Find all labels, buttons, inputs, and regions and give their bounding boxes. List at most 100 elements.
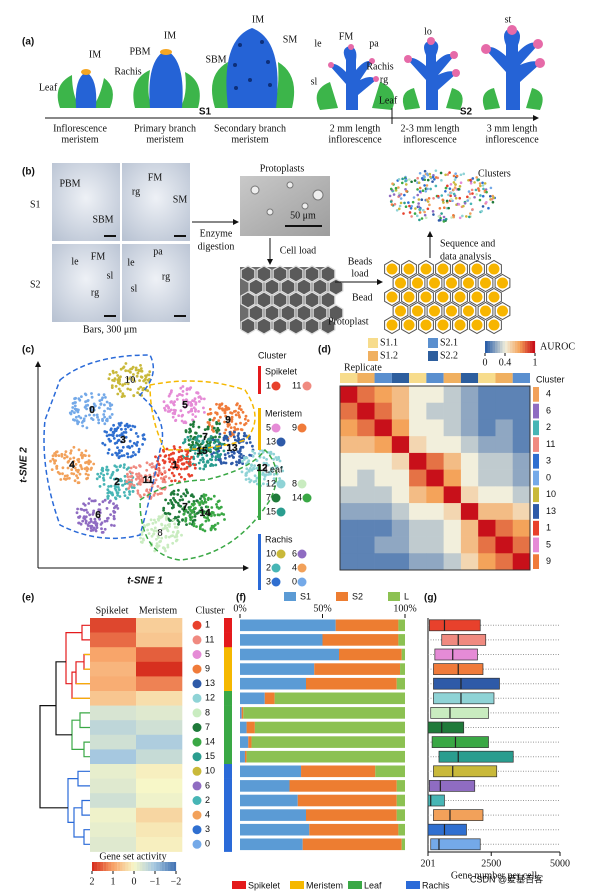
heat-cell [409,436,427,454]
colorbar [111,862,115,871]
cell [261,450,265,454]
heat-cell [136,647,183,663]
cell [88,513,91,517]
cell [177,522,180,526]
microwell [288,317,304,335]
cell [118,378,121,381]
cell [247,477,251,481]
cluster-dot [192,693,202,703]
label: Protoplasts [260,163,305,174]
cell [68,476,71,480]
label: −1 [150,876,161,887]
cell [72,460,76,463]
cell [168,392,172,396]
blob-point [394,189,398,192]
cell [57,454,61,457]
cell [113,442,117,445]
blob-point [417,198,421,201]
cell [235,460,238,464]
label: 12 [205,693,215,703]
cell [223,431,227,435]
cell [189,463,192,467]
bar-segment [246,750,405,763]
label: −2 [171,876,182,887]
cell [68,457,72,461]
cell [150,462,154,465]
cell [59,478,63,481]
cell [54,459,57,462]
cell [188,457,192,461]
cluster-dot [192,664,202,674]
cell [211,418,215,422]
blob-point [415,214,419,218]
label: S2 [30,279,41,290]
heat-cell [90,749,137,765]
blob-point [434,176,438,179]
cell [77,448,81,452]
heat-cell [391,536,410,554]
heat-cell [90,661,137,677]
heat-cell [136,837,183,852]
cell [74,415,78,419]
microwell [312,304,328,322]
cell [218,407,222,410]
blob-point [397,186,400,189]
bead [412,305,423,317]
label: le [314,38,322,49]
cell [255,459,259,462]
cell [183,477,187,481]
cluster-dot [297,479,307,489]
blob-point [481,194,485,198]
bar-segment [241,707,244,719]
cell [188,461,192,464]
cell [81,519,85,523]
cell [233,426,236,429]
bar-segment [240,823,310,836]
blob-point [408,204,411,208]
blob-point [468,197,471,200]
colorbar [525,341,528,353]
leaf [316,82,395,110]
cluster-dot [297,577,307,587]
cell [136,371,140,375]
blob-point [458,185,462,188]
cell [232,410,236,413]
bead [437,291,449,303]
blob-point [416,176,419,180]
heat-cell [478,469,496,487]
cell [119,421,123,425]
heat-cell [409,386,427,404]
cell [121,445,125,449]
heat-cell [357,402,375,420]
blob-point [446,184,449,188]
cell [185,523,188,526]
colorbar [164,862,168,871]
cell [175,398,179,401]
leaf [402,88,463,110]
bar-segment [240,794,298,807]
cell [117,488,121,492]
microwell [328,278,344,296]
heat-cell [340,519,358,537]
cell [102,476,105,480]
micrograph [52,163,120,241]
heat-cell [443,386,462,404]
cell [222,461,226,465]
box [433,765,498,778]
bead [386,263,398,275]
cell [275,466,278,470]
cell [253,464,256,467]
cell [270,467,273,470]
cell [199,458,203,462]
cell [175,538,179,542]
bead [386,319,398,331]
cell [83,467,87,471]
cell [244,472,248,475]
cell [171,415,175,419]
heat-cell [357,553,375,571]
cell [172,451,176,455]
cell [183,406,187,409]
cell [123,382,127,386]
blob-point [422,208,425,212]
